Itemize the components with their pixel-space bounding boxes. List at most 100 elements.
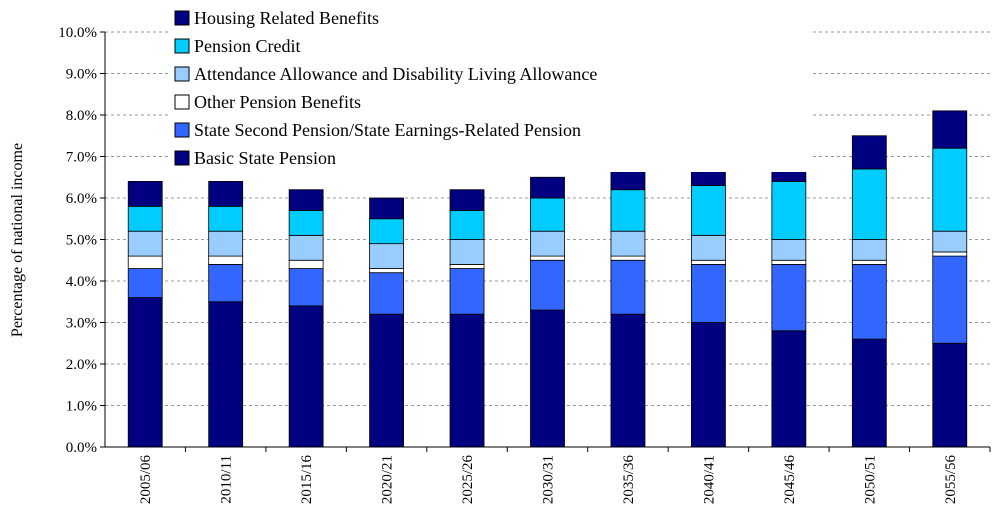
bar-segment <box>530 309 565 448</box>
bar-segment <box>691 263 726 323</box>
bar-segment <box>771 239 807 261</box>
bar-segment <box>208 180 244 207</box>
y-tick-label: 4.0% <box>66 274 97 290</box>
bar-segment <box>610 259 646 315</box>
bar-segment <box>449 263 485 269</box>
bar-segment <box>127 268 163 298</box>
x-tick-label: 2030/31 <box>541 455 557 504</box>
x-tick-label: 2050/51 <box>862 455 878 504</box>
legend-label: Attendance Allowance and Disability Livi… <box>194 64 597 84</box>
bar-segment <box>288 210 324 236</box>
legend-swatch <box>174 122 190 138</box>
bar-segment <box>530 230 565 257</box>
legend-swatch <box>174 94 190 110</box>
bar-segment <box>449 189 485 211</box>
bar-segment <box>208 230 244 257</box>
legend-label: Pension Credit <box>194 36 301 56</box>
bar-segment <box>369 272 404 315</box>
bar-segment <box>932 230 968 253</box>
bar-segment <box>530 197 565 232</box>
y-tick-label: 10.0% <box>58 25 97 41</box>
bar-segment <box>369 197 404 220</box>
x-tick-label: 2040/41 <box>701 455 717 504</box>
bar-segment <box>771 330 807 448</box>
bar-segment <box>127 297 163 448</box>
bar-segment <box>691 234 726 261</box>
bar-segment <box>851 135 887 170</box>
bar-segment <box>851 338 887 448</box>
x-tick-label: 2005/06 <box>138 455 154 505</box>
bar-segment <box>449 268 485 315</box>
bar-segment <box>449 210 485 240</box>
bar-segment <box>932 147 968 232</box>
bar-segment <box>449 239 485 265</box>
y-tick-label: 3.0% <box>66 316 97 332</box>
bar-segment <box>691 322 726 448</box>
legend-swatch <box>174 38 190 54</box>
y-tick-label: 5.0% <box>66 233 97 249</box>
bar-segment <box>288 234 324 261</box>
legend-label: Other Pension Benefits <box>194 92 361 112</box>
x-tick-label: 2045/46 <box>782 455 798 505</box>
bar-segment <box>610 230 646 257</box>
y-tick-label: 9.0% <box>66 67 97 83</box>
legend-swatch <box>174 150 190 166</box>
bar-segment <box>288 268 324 307</box>
bar-segment <box>449 313 485 448</box>
bar-segment <box>127 255 163 269</box>
x-tick-label: 2020/21 <box>380 455 396 504</box>
bar-segment <box>208 255 244 265</box>
legend: Basic State Pension State Second Pension/… <box>168 2 813 172</box>
x-tick-label: 2035/36 <box>621 455 637 505</box>
bar-segment <box>610 313 646 448</box>
bar-segment <box>932 255 968 344</box>
bar-segment <box>932 342 968 448</box>
bar-segment <box>851 239 887 261</box>
legend-label: Housing Related Benefits <box>194 8 379 28</box>
legend-swatch <box>174 66 190 82</box>
bar-segment <box>851 263 887 340</box>
y-tick-label: 2.0% <box>66 357 97 373</box>
legend-label: State Second Pension/State Earnings-Rela… <box>194 120 581 140</box>
y-tick-label: 6.0% <box>66 191 97 207</box>
bar-segment <box>932 110 968 149</box>
bar-segment <box>530 176 565 199</box>
legend-swatch <box>174 10 190 26</box>
bar-segment <box>288 259 324 269</box>
y-tick-label: 7.0% <box>66 150 97 166</box>
bar-segment <box>851 168 887 240</box>
x-tick-label: 2015/16 <box>299 455 315 505</box>
bar-segment <box>530 259 565 311</box>
x-tick-label: 2010/11 <box>219 455 235 504</box>
bar-segment <box>771 263 807 332</box>
bar-segment <box>369 268 404 274</box>
bar-segment <box>851 259 887 265</box>
x-tick-label: 2025/26 <box>460 455 476 505</box>
bar-segment <box>932 251 968 257</box>
bar-segment <box>208 301 244 448</box>
bar-segment <box>369 313 404 448</box>
bar-segment <box>771 259 807 265</box>
y-tick-label: 8.0% <box>66 108 97 124</box>
bar-segment <box>288 189 324 211</box>
y-tick-label: 0.0% <box>66 440 97 456</box>
bar-segment <box>530 255 565 261</box>
bar-segment <box>208 205 244 232</box>
x-tick-label: 2055/56 <box>943 455 959 505</box>
bar-segment <box>127 180 163 207</box>
bar-segment <box>288 305 324 448</box>
y-tick-label: 1.0% <box>66 399 97 415</box>
bar-segment <box>127 230 163 257</box>
bar-segment <box>369 243 404 269</box>
bar-segment <box>369 218 404 245</box>
bar-segment <box>127 205 163 232</box>
bar-segment <box>208 263 244 303</box>
bar-segment <box>610 255 646 261</box>
bar-segment <box>771 180 807 240</box>
bar-segment <box>610 189 646 232</box>
y-axis-label: Percentage of national income <box>9 143 26 337</box>
legend-label: Basic State Pension <box>194 148 336 168</box>
legend-background <box>168 2 813 172</box>
bar-segment <box>691 259 726 265</box>
